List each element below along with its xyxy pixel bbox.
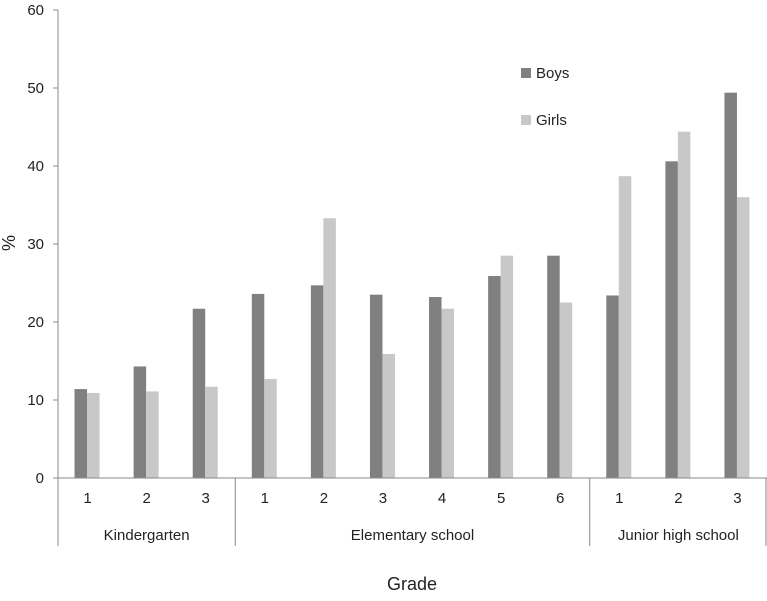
bar-girls-5 [323, 218, 336, 478]
bar-girls-9 [559, 302, 573, 478]
bar-girls-6 [382, 353, 395, 478]
x-category-label: 2 [142, 490, 150, 507]
legend-swatch-girls [521, 115, 531, 125]
x-category-label: 1 [261, 490, 269, 507]
bar-girls-12 [736, 197, 750, 478]
bar-girls-8 [500, 255, 514, 478]
bar-boys-3 [192, 308, 206, 478]
bar-girls-3 [205, 386, 218, 478]
bar-girls-1 [87, 392, 100, 478]
y-tick-label: 20 [27, 314, 44, 331]
bar-boys-9 [547, 255, 560, 478]
x-category-label: 3 [379, 490, 387, 507]
bar-girls-2 [146, 391, 159, 478]
bar-boys-12 [724, 92, 737, 479]
x-group-label: Elementary school [351, 527, 474, 544]
y-tick-label: 40 [27, 158, 44, 175]
bars [74, 92, 750, 479]
x-category-label: 2 [674, 490, 682, 507]
y-tick-label: 50 [27, 80, 44, 97]
bar-boys-1 [74, 389, 88, 478]
bar-boys-2 [133, 366, 147, 478]
x-category-label: 3 [733, 490, 741, 507]
x-category-label: 5 [497, 490, 505, 507]
x-category-label: 4 [438, 490, 446, 507]
x-category-label: 1 [615, 490, 623, 507]
bar-girls-4 [264, 378, 277, 478]
bar-boys-7 [429, 297, 442, 478]
x-category-label: 2 [320, 490, 328, 507]
y-tick-label: 10 [27, 392, 44, 409]
bar-boys-6 [369, 294, 383, 478]
y-tick-label: 30 [27, 236, 44, 253]
bar-boys-10 [606, 295, 619, 478]
legend: Boys Girls [521, 65, 569, 129]
x-category-label: 3 [202, 490, 210, 507]
x-axis: 1 2 3 1 2 3 4 5 6 1 2 3 Kindergarten Elementary schoo… [57, 477, 767, 546]
bar-boys-11 [665, 161, 678, 478]
bar-boys-8 [488, 275, 501, 478]
x-axis-label: Grade [387, 574, 437, 594]
bar-boys-4 [251, 293, 265, 478]
axes: 0 10 20 30 40 50 60 [27, 2, 59, 487]
bar-boys-5 [310, 285, 324, 478]
legend-label-girls: Girls [536, 112, 567, 129]
y-axis-label: % [0, 235, 19, 251]
bar-girls-11 [677, 131, 691, 478]
y-tick-label: 0 [36, 470, 44, 487]
bar-girls-7 [441, 308, 455, 478]
legend-swatch-boys [521, 68, 531, 78]
y-tick-label: 60 [27, 2, 44, 19]
x-category-label: 6 [556, 490, 564, 507]
x-category-label: 1 [83, 490, 91, 507]
x-group-label: Kindergarten [104, 527, 190, 544]
bar-girls-10 [618, 176, 632, 478]
x-group-label: Junior high school [618, 527, 739, 544]
legend-label-boys: Boys [536, 65, 569, 82]
